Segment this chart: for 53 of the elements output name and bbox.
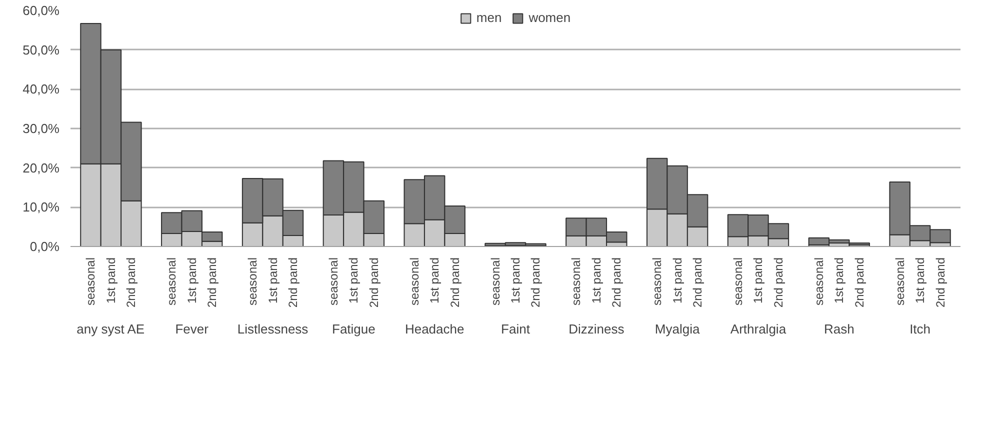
- x-tick-label: 1st pand: [589, 257, 604, 304]
- x-tick-label: 2nd pand: [528, 257, 543, 308]
- text: Myalgia: [654, 322, 700, 336]
- y-tick-label: 0,0%: [30, 239, 60, 254]
- x-tick-label: 1st pand: [104, 257, 118, 304]
- x-tick-label: seasonal: [812, 257, 826, 306]
- x-tick-label: 1st pand: [913, 257, 928, 304]
- x-tick-label: seasonal: [650, 257, 664, 306]
- legend-label: men: [476, 10, 502, 25]
- text: Listlessness: [237, 322, 309, 336]
- x-tick-label: 2nd pand: [690, 257, 705, 308]
- y-tick-label: 30,0%: [22, 121, 60, 136]
- y-tick-label: 50,0%: [22, 42, 60, 58]
- x-tick-label: seasonal: [246, 257, 260, 306]
- text: Fatigue: [332, 322, 376, 336]
- text: Rash: [824, 322, 854, 336]
- y-tick-label: 40,0%: [22, 82, 60, 97]
- x-tick-label: 2nd pand: [286, 257, 300, 308]
- x-tick-label: 1st pand: [670, 257, 684, 304]
- x-tick-label: 1st pand: [751, 257, 766, 304]
- text: Itch: [910, 322, 931, 336]
- x-tick-label: 2nd pand: [771, 257, 786, 308]
- x-tick-label: seasonal: [326, 257, 340, 306]
- x-tick-label: 2nd pand: [933, 257, 948, 308]
- y-tick-label: 10,0%: [22, 200, 60, 215]
- x-tick-label: 1st pand: [508, 257, 522, 304]
- x-tick-label: seasonal: [569, 257, 584, 306]
- legend-label: women: [528, 10, 571, 25]
- x-tick-label: 1st pand: [266, 257, 280, 304]
- text: any syst AE: [76, 322, 145, 336]
- text: Dizziness: [568, 322, 625, 336]
- y-tick-label: 20,0%: [22, 160, 60, 176]
- x-tick-label: seasonal: [488, 257, 502, 306]
- text: Arthralgia: [730, 322, 787, 336]
- text: Faint: [501, 322, 530, 336]
- text: Headache: [404, 322, 464, 336]
- x-tick-label: 2nd pand: [366, 257, 381, 308]
- x-tick-label: 2nd pand: [852, 257, 866, 308]
- x-tick-label: 1st pand: [428, 257, 442, 304]
- x-tick-label: 2nd pand: [205, 257, 220, 308]
- x-tick-label: seasonal: [84, 257, 98, 306]
- x-tick-label: seasonal: [892, 257, 907, 306]
- x-tick-label: 2nd pand: [610, 257, 624, 308]
- x-tick-label: seasonal: [731, 257, 745, 306]
- x-tick-label: seasonal: [407, 257, 422, 306]
- x-tick-label: 1st pand: [832, 257, 846, 304]
- x-tick-label: seasonal: [164, 257, 179, 306]
- y-tick-label: 60,0%: [22, 3, 60, 18]
- x-tick-label: 1st pand: [184, 257, 199, 304]
- text: Fever: [175, 322, 210, 336]
- x-tick-label: 2nd pand: [124, 257, 138, 308]
- x-tick-label: 1st pand: [346, 257, 361, 304]
- x-tick-label: 2nd pand: [448, 257, 462, 308]
